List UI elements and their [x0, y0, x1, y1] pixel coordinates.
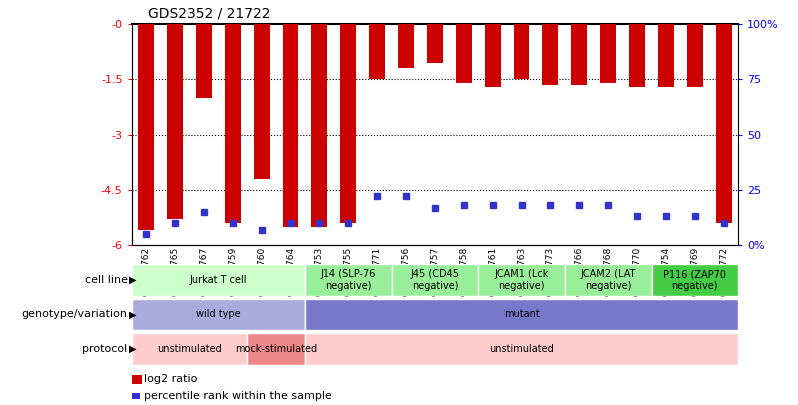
Text: ▶: ▶ — [129, 309, 136, 320]
Bar — [565, 264, 651, 296]
Bar — [196, 24, 211, 98]
Bar — [600, 24, 616, 83]
Bar — [305, 299, 738, 330]
Text: Jurkat T cell: Jurkat T cell — [190, 275, 247, 285]
Text: log2 ratio: log2 ratio — [144, 375, 198, 384]
Text: mock-stimulated: mock-stimulated — [235, 344, 317, 354]
Bar — [658, 24, 674, 87]
Text: J14 (SLP-76
negative): J14 (SLP-76 negative) — [321, 269, 376, 291]
Text: wild type: wild type — [196, 309, 241, 320]
Bar — [225, 24, 241, 223]
Text: JCAM2 (LAT
negative): JCAM2 (LAT negative) — [580, 269, 636, 291]
Bar — [543, 24, 559, 85]
Bar — [514, 24, 530, 79]
Bar — [484, 24, 500, 87]
Bar — [247, 333, 305, 364]
Text: cell line: cell line — [85, 275, 128, 285]
Bar — [478, 264, 565, 296]
Text: P116 (ZAP70
negative): P116 (ZAP70 negative) — [663, 269, 726, 291]
Bar — [369, 24, 385, 79]
Bar — [716, 24, 732, 223]
Text: mutant: mutant — [504, 309, 539, 320]
Bar — [167, 24, 183, 219]
Bar — [282, 24, 298, 227]
Bar — [254, 24, 270, 179]
Bar — [132, 264, 305, 296]
Text: GDS2352 / 21722: GDS2352 / 21722 — [148, 6, 271, 20]
Bar — [456, 24, 472, 83]
Bar — [571, 24, 587, 85]
Text: ▶: ▶ — [129, 275, 136, 285]
Bar — [138, 24, 154, 230]
Text: ▶: ▶ — [129, 344, 136, 354]
Bar — [687, 24, 703, 87]
Bar — [651, 264, 738, 296]
Bar — [311, 24, 327, 227]
Text: unstimulated: unstimulated — [489, 344, 554, 354]
Bar — [132, 333, 247, 364]
Bar — [305, 333, 738, 364]
Bar — [305, 264, 392, 296]
Bar — [427, 24, 443, 63]
Bar — [340, 24, 356, 223]
Bar — [392, 264, 478, 296]
Bar — [398, 24, 414, 68]
Text: genotype/variation: genotype/variation — [22, 309, 128, 320]
Bar — [132, 299, 305, 330]
Text: JCAM1 (Lck
negative): JCAM1 (Lck negative) — [495, 269, 549, 291]
Text: percentile rank within the sample: percentile rank within the sample — [144, 391, 332, 401]
Text: unstimulated: unstimulated — [157, 344, 222, 354]
Text: J45 (CD45
negative): J45 (CD45 negative) — [410, 269, 460, 291]
Text: protocol: protocol — [82, 344, 128, 354]
Bar — [629, 24, 645, 87]
